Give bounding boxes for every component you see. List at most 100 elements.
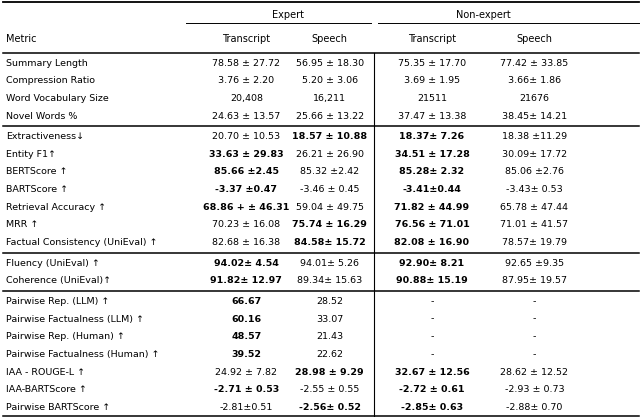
Text: 82.08 ± 16.90: 82.08 ± 16.90 bbox=[394, 238, 470, 247]
Text: 71.01 ± 41.57: 71.01 ± 41.57 bbox=[500, 221, 568, 229]
Text: 33.07: 33.07 bbox=[316, 314, 343, 324]
Text: 85.32 ±2.42: 85.32 ±2.42 bbox=[300, 167, 359, 176]
Text: 85.06 ±2.76: 85.06 ±2.76 bbox=[505, 167, 564, 176]
Text: -2.93 ± 0.73: -2.93 ± 0.73 bbox=[504, 385, 564, 394]
Text: -: - bbox=[532, 314, 536, 324]
Text: Speech: Speech bbox=[516, 34, 552, 44]
Text: Non-expert: Non-expert bbox=[456, 10, 511, 20]
Text: -3.41±0.44: -3.41±0.44 bbox=[403, 185, 461, 194]
Text: 75.35 ± 17.70: 75.35 ± 17.70 bbox=[398, 58, 466, 68]
Text: -2.85± 0.63: -2.85± 0.63 bbox=[401, 403, 463, 412]
Text: 85.28± 2.32: 85.28± 2.32 bbox=[399, 167, 465, 176]
Text: IAA - ROUGE-L ↑: IAA - ROUGE-L ↑ bbox=[6, 367, 86, 377]
Text: Extractiveness↓: Extractiveness↓ bbox=[6, 132, 84, 141]
Text: 22.62: 22.62 bbox=[316, 350, 343, 359]
Text: Retrieval Accuracy ↑: Retrieval Accuracy ↑ bbox=[6, 203, 106, 212]
Text: -2.88± 0.70: -2.88± 0.70 bbox=[506, 403, 563, 412]
Text: 21511: 21511 bbox=[417, 94, 447, 103]
Text: Pairwise BARTScore ↑: Pairwise BARTScore ↑ bbox=[6, 403, 111, 412]
Text: 70.23 ± 16.08: 70.23 ± 16.08 bbox=[212, 221, 280, 229]
Text: -2.81±0.51: -2.81±0.51 bbox=[220, 403, 273, 412]
Text: Factual Consistency (UniEval) ↑: Factual Consistency (UniEval) ↑ bbox=[6, 238, 158, 247]
Text: 18.57 ± 10.88: 18.57 ± 10.88 bbox=[292, 132, 367, 141]
Text: 87.95± 19.57: 87.95± 19.57 bbox=[502, 276, 567, 285]
Text: 76.56 ± 71.01: 76.56 ± 71.01 bbox=[395, 221, 469, 229]
Text: -: - bbox=[430, 332, 434, 341]
Text: 77.42 ± 33.85: 77.42 ± 33.85 bbox=[500, 58, 568, 68]
Text: -: - bbox=[532, 332, 536, 341]
Text: -3.46 ± 0.45: -3.46 ± 0.45 bbox=[300, 185, 359, 194]
Text: 30.09± 17.72: 30.09± 17.72 bbox=[502, 150, 567, 159]
Text: 28.62 ± 12.52: 28.62 ± 12.52 bbox=[500, 367, 568, 377]
Text: 71.82 ± 44.99: 71.82 ± 44.99 bbox=[394, 203, 470, 212]
Text: Fluency (UniEval) ↑: Fluency (UniEval) ↑ bbox=[6, 259, 100, 268]
Text: Expert: Expert bbox=[272, 10, 304, 20]
Text: -2.71 ± 0.53: -2.71 ± 0.53 bbox=[214, 385, 279, 394]
Text: Speech: Speech bbox=[312, 34, 348, 44]
Text: -3.37 ±0.47: -3.37 ±0.47 bbox=[216, 185, 277, 194]
Text: Transcript: Transcript bbox=[222, 34, 271, 44]
Text: -: - bbox=[430, 350, 434, 359]
Text: -2.72 ± 0.61: -2.72 ± 0.61 bbox=[399, 385, 465, 394]
Text: Pairwise Factualness (LLM) ↑: Pairwise Factualness (LLM) ↑ bbox=[6, 314, 145, 324]
Text: 16,211: 16,211 bbox=[313, 94, 346, 103]
Text: MRR ↑: MRR ↑ bbox=[6, 221, 39, 229]
Text: 32.67 ± 12.56: 32.67 ± 12.56 bbox=[395, 367, 469, 377]
Text: 56.95 ± 18.30: 56.95 ± 18.30 bbox=[296, 58, 364, 68]
Text: 75.74 ± 16.29: 75.74 ± 16.29 bbox=[292, 221, 367, 229]
Text: -3.43± 0.53: -3.43± 0.53 bbox=[506, 185, 563, 194]
Text: 85.66 ±2.45: 85.66 ±2.45 bbox=[214, 167, 279, 176]
Text: Compression Ratio: Compression Ratio bbox=[6, 76, 95, 85]
Text: 94.01± 5.26: 94.01± 5.26 bbox=[300, 259, 359, 268]
Text: 94.02± 4.54: 94.02± 4.54 bbox=[214, 259, 279, 268]
Text: 92.65 ±9.35: 92.65 ±9.35 bbox=[505, 259, 564, 268]
Text: Coherence (UniEval)↑: Coherence (UniEval)↑ bbox=[6, 276, 111, 285]
Text: Pairwise Factualness (Human) ↑: Pairwise Factualness (Human) ↑ bbox=[6, 350, 160, 359]
Text: -: - bbox=[532, 297, 536, 306]
Text: 68.86 + ± 46.31: 68.86 + ± 46.31 bbox=[204, 203, 289, 212]
Text: -: - bbox=[430, 297, 434, 306]
Text: 48.57: 48.57 bbox=[231, 332, 262, 341]
Text: Pairwise Rep. (Human) ↑: Pairwise Rep. (Human) ↑ bbox=[6, 332, 125, 341]
Text: 3.69 ± 1.95: 3.69 ± 1.95 bbox=[404, 76, 460, 85]
Text: 60.16: 60.16 bbox=[231, 314, 262, 324]
Text: IAA-BARTScore ↑: IAA-BARTScore ↑ bbox=[6, 385, 87, 394]
Text: 78.57± 19.79: 78.57± 19.79 bbox=[502, 238, 567, 247]
Text: 91.82± 12.97: 91.82± 12.97 bbox=[211, 276, 282, 285]
Text: 89.34± 15.63: 89.34± 15.63 bbox=[297, 276, 362, 285]
Text: 66.67: 66.67 bbox=[231, 297, 262, 306]
Text: -: - bbox=[430, 314, 434, 324]
Text: 59.04 ± 49.75: 59.04 ± 49.75 bbox=[296, 203, 364, 212]
Text: Summary Length: Summary Length bbox=[6, 58, 88, 68]
Text: -2.56± 0.52: -2.56± 0.52 bbox=[299, 403, 360, 412]
Text: 34.51 ± 17.28: 34.51 ± 17.28 bbox=[395, 150, 469, 159]
Text: 25.66 ± 13.22: 25.66 ± 13.22 bbox=[296, 111, 364, 121]
Text: 28.98 ± 9.29: 28.98 ± 9.29 bbox=[295, 367, 364, 377]
Text: 21676: 21676 bbox=[520, 94, 549, 103]
Text: BERTScore ↑: BERTScore ↑ bbox=[6, 167, 68, 176]
Text: -: - bbox=[532, 350, 536, 359]
Text: Transcript: Transcript bbox=[408, 34, 456, 44]
Text: 18.37± 7.26: 18.37± 7.26 bbox=[399, 132, 465, 141]
Text: Word Vocabulary Size: Word Vocabulary Size bbox=[6, 94, 109, 103]
Text: 39.52: 39.52 bbox=[232, 350, 261, 359]
Text: 3.76 ± 2.20: 3.76 ± 2.20 bbox=[218, 76, 275, 85]
Text: 24.63 ± 13.57: 24.63 ± 13.57 bbox=[212, 111, 280, 121]
Text: Pairwise Rep. (LLM) ↑: Pairwise Rep. (LLM) ↑ bbox=[6, 297, 110, 306]
Text: 5.20 ± 3.06: 5.20 ± 3.06 bbox=[301, 76, 358, 85]
Text: 24.92 ± 7.82: 24.92 ± 7.82 bbox=[216, 367, 277, 377]
Text: 78.58 ± 27.72: 78.58 ± 27.72 bbox=[212, 58, 280, 68]
Text: 90.88± 15.19: 90.88± 15.19 bbox=[396, 276, 468, 285]
Text: 38.45± 14.21: 38.45± 14.21 bbox=[502, 111, 567, 121]
Text: 82.68 ± 16.38: 82.68 ± 16.38 bbox=[212, 238, 280, 247]
Text: 26.21 ± 26.90: 26.21 ± 26.90 bbox=[296, 150, 364, 159]
Text: Entity F1↑: Entity F1↑ bbox=[6, 150, 56, 159]
Text: 65.78 ± 47.44: 65.78 ± 47.44 bbox=[500, 203, 568, 212]
Text: 20,408: 20,408 bbox=[230, 94, 263, 103]
Text: 37.47 ± 13.38: 37.47 ± 13.38 bbox=[398, 111, 466, 121]
Text: 21.43: 21.43 bbox=[316, 332, 343, 341]
Text: 3.66± 1.86: 3.66± 1.86 bbox=[508, 76, 561, 85]
Text: 92.90± 8.21: 92.90± 8.21 bbox=[399, 259, 465, 268]
Text: 20.70 ± 10.53: 20.70 ± 10.53 bbox=[212, 132, 280, 141]
Text: 33.63 ± 29.83: 33.63 ± 29.83 bbox=[209, 150, 284, 159]
